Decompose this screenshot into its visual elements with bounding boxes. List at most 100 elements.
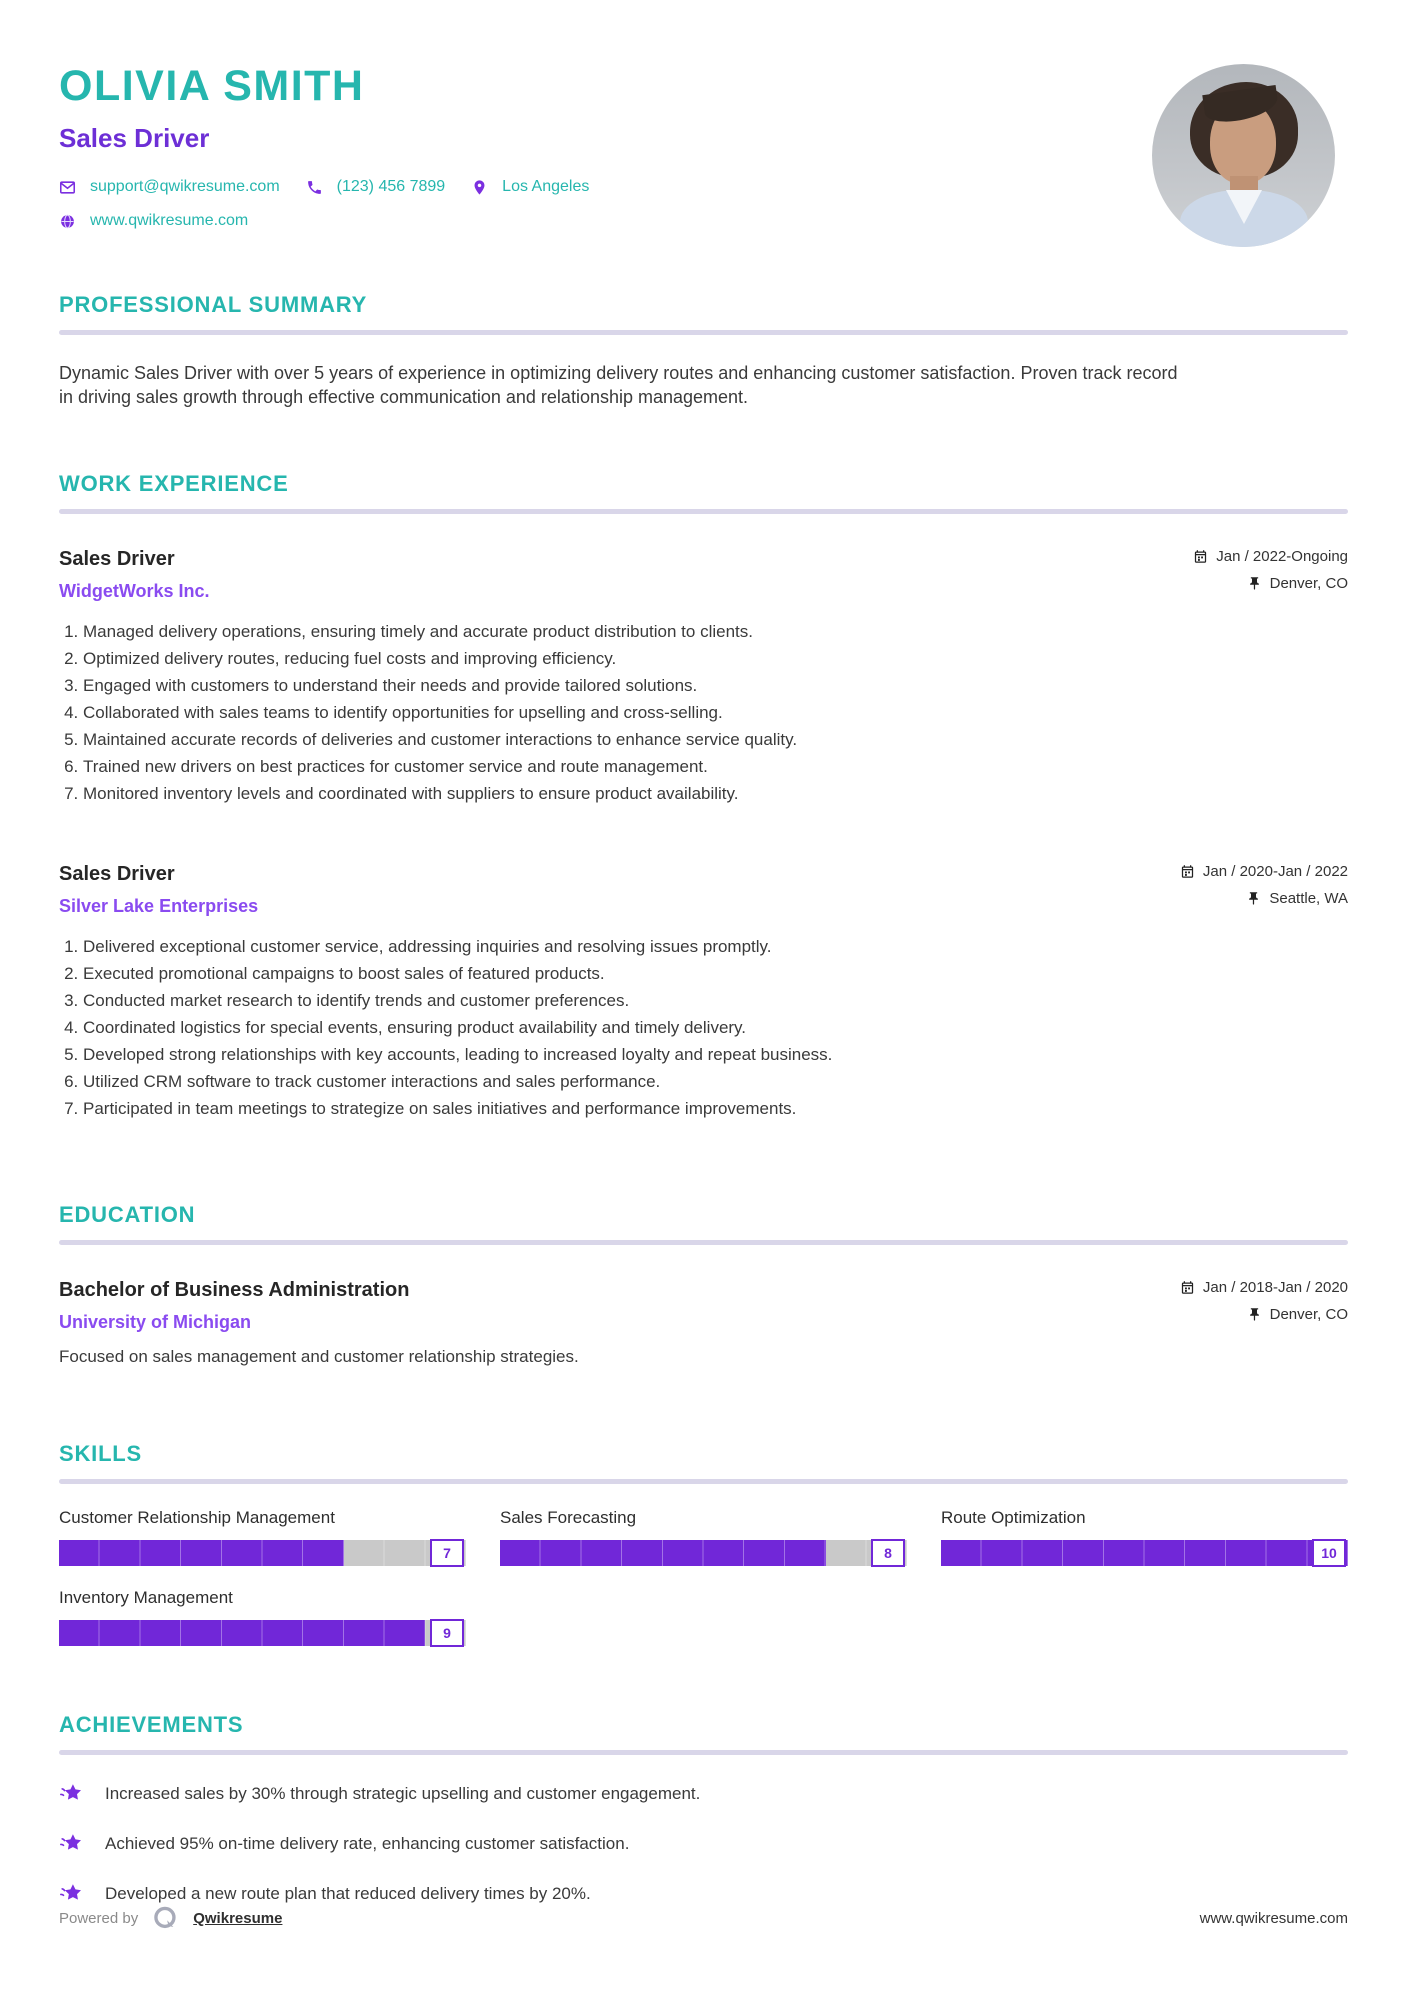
- heading-rule: [59, 1750, 1348, 1755]
- qwikresume-logo-icon: [154, 1906, 176, 1929]
- contact-email[interactable]: support@qwikresume.com: [59, 178, 280, 196]
- page-footer: Powered by Qwikresume www.qwikresume.com: [59, 1905, 1348, 1932]
- experience-heading: WORK EXPERIENCE: [59, 471, 289, 496]
- pushpin-icon: [1249, 577, 1259, 590]
- skill-item: Route Optimization 10: [941, 1508, 1348, 1567]
- section-achievements: ACHIEVEMENTS Increased sales by 30% thro…: [59, 1712, 1348, 1907]
- skill-name: Sales Forecasting: [500, 1508, 637, 1527]
- job-company: WidgetWorks Inc.: [59, 581, 210, 601]
- skill-item: Sales Forecasting 8: [500, 1508, 907, 1567]
- job-title: Sales Driver: [59, 863, 175, 885]
- skill-fill: [59, 1620, 426, 1646]
- job-bullet: Collaborated with sales teams to identif…: [83, 699, 1348, 726]
- job-bullet: Optimized delivery routes, reducing fuel…: [83, 645, 1348, 672]
- experience-entry: Sales Driver WidgetWorks Inc. Jan / 2022…: [59, 548, 1348, 807]
- job-bullet: Managed delivery operations, ensuring ti…: [83, 618, 1348, 645]
- email-text: support@qwikresume.com: [90, 178, 280, 195]
- summary-text: Dynamic Sales Driver with over 5 years o…: [59, 363, 1178, 407]
- skill-level-badge: 9: [430, 1619, 464, 1647]
- job-bullet: Utilized CRM software to track customer …: [83, 1068, 1348, 1095]
- achievement-item: Increased sales by 30% through strategic…: [59, 1781, 1348, 1807]
- star-badge-icon: [60, 1784, 82, 1800]
- skill-bar: 10: [941, 1539, 1348, 1567]
- resume-header: OLIVIA SMITH Sales Driver support@qwikre…: [59, 62, 1348, 247]
- phone-text: (123) 456 7899: [336, 178, 446, 195]
- achievements-heading: ACHIEVEMENTS: [59, 1712, 244, 1737]
- section-professional-summary: PROFESSIONAL SUMMARY Dynamic Sales Drive…: [59, 292, 1348, 409]
- heading-rule: [59, 1479, 1348, 1484]
- phone-icon: [307, 180, 321, 194]
- qwikresume-brand-link[interactable]: Qwikresume: [193, 1910, 283, 1927]
- achievement-item: Achieved 95% on-time delivery rate, enha…: [59, 1831, 1348, 1857]
- star-badge-icon: [60, 1884, 82, 1900]
- skills-heading: SKILLS: [59, 1441, 143, 1466]
- heading-rule: [59, 330, 1348, 335]
- heading-rule: [59, 509, 1348, 514]
- skill-name: Inventory Management: [59, 1588, 233, 1607]
- calendar-icon: [1195, 550, 1207, 563]
- job-dates: Jan / 2022-Ongoing: [1216, 548, 1348, 565]
- education-heading: EDUCATION: [59, 1202, 196, 1227]
- contact-website[interactable]: www.qwikresume.com: [59, 212, 248, 230]
- pushpin-icon: [1249, 892, 1259, 905]
- skill-level-badge: 7: [430, 1539, 464, 1567]
- skill-bar: 9: [59, 1619, 466, 1647]
- section-skills: SKILLS Customer Relationship Management …: [59, 1441, 1348, 1647]
- job-bullet: Executed promotional campaigns to boost …: [83, 960, 1348, 987]
- website-text: www.qwikresume.com: [90, 212, 249, 229]
- job-location: Denver, CO: [1269, 575, 1348, 592]
- job-bullets: Managed delivery operations, ensuring ti…: [59, 618, 1348, 807]
- job-bullet: Engaged with customers to understand the…: [83, 672, 1348, 699]
- job-company: Silver Lake Enterprises: [59, 896, 259, 916]
- job-bullet: Maintained accurate records of deliverie…: [83, 726, 1348, 753]
- star-badge-icon: [60, 1834, 82, 1850]
- job-bullet: Participated in team meetings to strateg…: [83, 1095, 1348, 1122]
- job-bullet: Conducted market research to identify tr…: [83, 987, 1348, 1014]
- experience-entry: Sales Driver Silver Lake Enterprises Jan…: [59, 863, 1348, 1122]
- job-bullet: Delivered exceptional customer service, …: [83, 933, 1348, 960]
- skill-item: Inventory Management 9: [59, 1588, 466, 1647]
- skill-fill: [500, 1540, 826, 1566]
- achievements-list: Increased sales by 30% through strategic…: [59, 1781, 1348, 1907]
- achievement-text: Achieved 95% on-time delivery rate, enha…: [105, 1834, 630, 1853]
- school-name: University of Michigan: [59, 1312, 252, 1332]
- education-note: Focused on sales management and customer…: [59, 1347, 579, 1366]
- envelope-icon: [59, 180, 76, 194]
- job-title: Sales Driver: [59, 548, 175, 570]
- section-education: EDUCATION Bachelor of Business Administr…: [59, 1202, 1348, 1367]
- education-dates: Jan / 2018-Jan / 2020: [1202, 1279, 1348, 1296]
- map-pin-icon: [474, 179, 485, 195]
- education-location: Denver, CO: [1269, 1306, 1348, 1323]
- profile-photo: [1152, 64, 1335, 247]
- skill-bar: 8: [500, 1539, 907, 1567]
- calendar-icon: [1181, 1281, 1194, 1294]
- skill-fill: [59, 1540, 344, 1566]
- skills-grid: Customer Relationship Management 7 Sales…: [59, 1508, 1348, 1647]
- section-work-experience: WORK EXPERIENCE Sales Driver WidgetWorks…: [59, 471, 1348, 1122]
- skill-name: Route Optimization: [941, 1508, 1086, 1527]
- job-bullet: Coordinated logistics for special events…: [83, 1014, 1348, 1041]
- person-title: Sales Driver: [59, 123, 210, 153]
- pushpin-icon: [1249, 1308, 1259, 1321]
- location-text: Los Angeles: [502, 178, 590, 195]
- job-bullet: Developed strong relationships with key …: [83, 1041, 1348, 1068]
- achievement-text: Developed a new route plan that reduced …: [105, 1884, 591, 1903]
- experience-entries: Sales Driver WidgetWorks Inc. Jan / 2022…: [59, 548, 1348, 1122]
- powered-by-label: Powered by: [59, 1910, 139, 1927]
- person-name: OLIVIA SMITH: [59, 62, 365, 110]
- skill-name: Customer Relationship Management: [59, 1508, 335, 1527]
- job-bullet: Trained new drivers on best practices fo…: [83, 753, 1348, 780]
- skill-item: Customer Relationship Management 7: [59, 1508, 466, 1567]
- summary-heading: PROFESSIONAL SUMMARY: [59, 292, 368, 317]
- job-bullet: Monitored inventory levels and coordinat…: [83, 780, 1348, 807]
- contact-phone: (123) 456 7899: [306, 178, 446, 196]
- job-location: Seattle, WA: [1269, 890, 1348, 907]
- footer-website-link[interactable]: www.qwikresume.com: [1199, 1910, 1348, 1927]
- skill-bar: 7: [59, 1539, 466, 1567]
- contact-location: Los Angeles: [471, 178, 589, 196]
- achievement-text: Increased sales by 30% through strategic…: [105, 1784, 701, 1803]
- heading-rule: [59, 1240, 1348, 1245]
- globe-icon: [61, 214, 74, 228]
- skill-level-badge: 8: [871, 1539, 905, 1567]
